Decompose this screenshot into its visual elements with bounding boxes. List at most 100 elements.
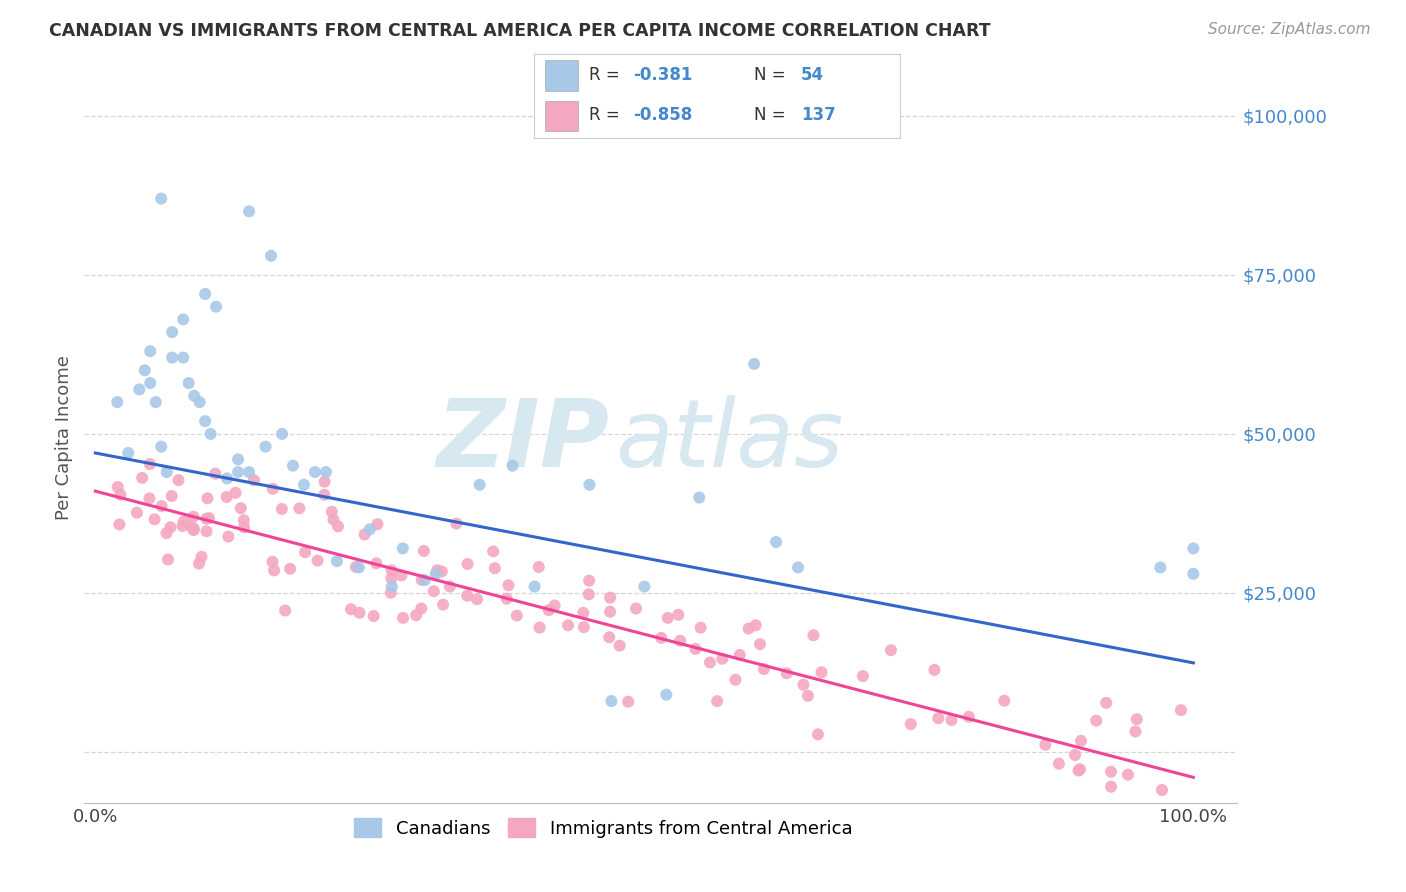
Point xyxy=(1182,541,1205,556)
Point xyxy=(484,561,506,575)
Point xyxy=(107,480,129,494)
Point xyxy=(349,606,371,620)
Point xyxy=(924,663,946,677)
Point xyxy=(183,389,205,403)
Point xyxy=(321,505,343,519)
Point xyxy=(927,711,949,725)
Point xyxy=(439,580,461,594)
Point xyxy=(271,426,294,441)
Point xyxy=(706,694,728,708)
Point xyxy=(1064,747,1087,762)
Point xyxy=(150,192,173,206)
Point xyxy=(380,586,402,600)
Point xyxy=(128,383,150,397)
Point xyxy=(155,526,177,541)
Text: CANADIAN VS IMMIGRANTS FROM CENTRAL AMERICA PER CAPITA INCOME CORRELATION CHART: CANADIAN VS IMMIGRANTS FROM CENTRAL AMER… xyxy=(49,22,991,40)
Point xyxy=(172,351,194,365)
Point xyxy=(190,549,212,564)
Point xyxy=(413,573,436,587)
Point xyxy=(685,641,707,656)
Point xyxy=(1150,783,1173,797)
Point xyxy=(392,611,415,625)
Point xyxy=(194,414,217,428)
Legend: Canadians, Immigrants from Central America: Canadians, Immigrants from Central Ameri… xyxy=(347,811,859,845)
Point xyxy=(1182,566,1205,581)
Point xyxy=(737,622,759,636)
Point xyxy=(270,502,292,516)
Point xyxy=(217,530,239,544)
Point xyxy=(117,446,139,460)
Point xyxy=(344,560,367,574)
Point xyxy=(381,563,404,577)
Point xyxy=(1085,714,1108,728)
Point xyxy=(792,678,814,692)
Point xyxy=(1126,712,1149,726)
Point xyxy=(852,669,875,683)
Point xyxy=(776,666,799,681)
Point xyxy=(177,376,200,390)
Point xyxy=(131,471,153,485)
Text: N =: N = xyxy=(754,106,790,124)
Point xyxy=(156,465,179,479)
Point xyxy=(498,578,520,592)
Point xyxy=(183,509,205,524)
Point xyxy=(200,426,222,441)
Point xyxy=(599,591,621,605)
Point xyxy=(172,312,194,326)
Point xyxy=(172,519,194,533)
Point xyxy=(304,465,326,479)
Point xyxy=(744,618,766,632)
Point xyxy=(689,621,711,635)
Point xyxy=(405,608,427,623)
Text: 137: 137 xyxy=(801,106,837,124)
Point xyxy=(238,204,260,219)
Point xyxy=(600,694,623,708)
Point xyxy=(468,477,491,491)
Point xyxy=(633,580,655,594)
Point xyxy=(195,524,218,539)
Point xyxy=(156,552,179,566)
Point xyxy=(752,662,775,676)
Point xyxy=(226,452,249,467)
Point xyxy=(993,694,1015,708)
Point xyxy=(724,673,747,687)
Point xyxy=(233,520,256,534)
Point xyxy=(578,477,600,491)
Point xyxy=(900,717,922,731)
Point xyxy=(425,566,447,581)
Point xyxy=(159,520,181,534)
Point xyxy=(292,477,315,491)
Point xyxy=(183,523,205,537)
Text: -0.858: -0.858 xyxy=(633,106,692,124)
Point xyxy=(803,628,825,642)
Point xyxy=(188,395,211,409)
Point xyxy=(1067,764,1090,778)
Point xyxy=(254,440,277,454)
Point xyxy=(326,554,349,568)
Point xyxy=(624,601,647,615)
Point xyxy=(446,516,468,531)
Point xyxy=(139,376,162,390)
Text: 54: 54 xyxy=(801,66,824,84)
Point xyxy=(134,363,156,377)
Point xyxy=(527,560,550,574)
Point xyxy=(143,512,166,526)
Point xyxy=(138,491,160,506)
Point xyxy=(389,568,412,582)
Point xyxy=(391,541,413,556)
Bar xyxy=(546,61,578,91)
Point xyxy=(457,557,479,571)
Point xyxy=(340,602,363,616)
Point xyxy=(957,710,980,724)
Point xyxy=(482,544,505,558)
Point xyxy=(749,637,772,651)
Point xyxy=(412,544,434,558)
Text: N =: N = xyxy=(754,66,790,84)
Point xyxy=(110,488,132,502)
Point xyxy=(226,465,249,479)
Point xyxy=(807,727,830,741)
Point xyxy=(139,457,162,471)
Point xyxy=(880,643,903,657)
Point xyxy=(315,465,337,479)
Point xyxy=(294,545,316,559)
